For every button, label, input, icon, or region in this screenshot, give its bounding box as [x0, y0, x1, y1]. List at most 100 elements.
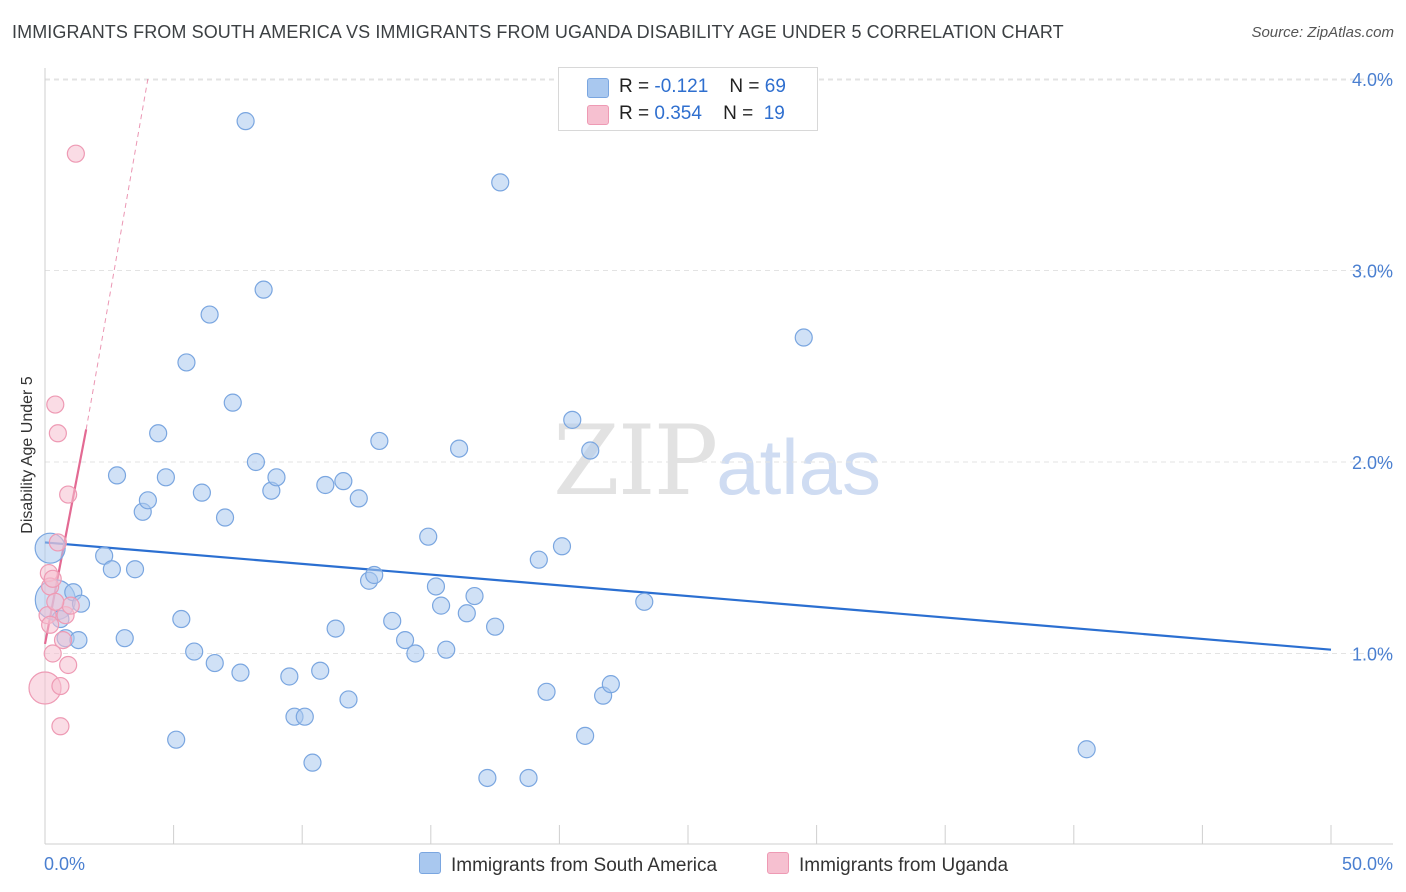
point-south-america — [552, 537, 572, 556]
point-south-america — [581, 441, 600, 460]
point-south-america — [635, 592, 654, 611]
point-south-america — [334, 472, 353, 491]
point-south-america — [167, 730, 186, 749]
point-south-america — [383, 611, 402, 631]
y-tick-label: 4.0% — [1352, 70, 1393, 90]
point-south-america — [215, 508, 235, 527]
point-south-america — [231, 663, 250, 682]
legend-n-value-south-america: 69 — [764, 76, 786, 97]
point-south-america — [156, 468, 175, 487]
point-south-america — [519, 768, 538, 788]
point-south-america — [465, 586, 484, 606]
point-south-america — [280, 667, 299, 686]
point-south-america — [457, 604, 476, 623]
point-south-america — [794, 328, 813, 347]
point-south-america — [200, 305, 219, 324]
point-uganda — [41, 615, 60, 634]
y-tick-label: 1.0% — [1352, 645, 1393, 665]
bottom-legend-label-south-america: Immigrants from South America — [451, 855, 718, 876]
point-south-america — [419, 527, 438, 546]
point-south-america — [303, 753, 322, 772]
point-south-america — [486, 617, 505, 636]
point-south-america — [491, 173, 510, 192]
point-south-america — [537, 682, 556, 701]
point-uganda — [51, 717, 70, 736]
y-tick-label: 2.0% — [1352, 453, 1393, 473]
legend-n-value-uganda: 19 — [763, 103, 785, 124]
points-uganda — [28, 144, 85, 736]
trend-line-south-america — [44, 541, 1332, 651]
grid-lines — [45, 78, 1393, 654]
source-credit: Source: ZipAtlas.com — [1251, 24, 1394, 41]
point-south-america — [395, 630, 415, 650]
point-south-america — [172, 609, 191, 629]
bottom-legend-swatch-uganda — [767, 852, 789, 874]
point-south-america — [295, 707, 314, 726]
bottom-legend-uganda: Immigrants from Uganda — [767, 852, 1008, 877]
axes — [44, 68, 1393, 845]
point-south-america — [177, 353, 196, 372]
legend-swatch-uganda — [587, 105, 609, 125]
point-south-america — [138, 491, 157, 510]
trend-line-uganda-extended — [85, 78, 149, 430]
point-uganda — [48, 533, 67, 552]
correlation-legend: R = -0.121 N = 69 R = 0.354 N = 19 — [558, 67, 818, 131]
point-south-america — [125, 560, 145, 579]
watermark-atlas: atlas — [716, 423, 881, 511]
watermark-zip: ZIP — [553, 405, 718, 517]
point-south-america — [406, 644, 425, 663]
point-uganda — [46, 395, 65, 414]
point-uganda — [48, 424, 67, 443]
bottom-legend-south-america: Immigrants from South America — [419, 852, 717, 877]
legend-r-label: R = — [619, 103, 650, 124]
point-uganda — [59, 655, 78, 675]
legend-swatch-south-america — [587, 78, 609, 98]
point-south-america — [236, 112, 255, 131]
point-south-america — [115, 629, 134, 648]
point-uganda — [43, 569, 62, 588]
point-south-america — [69, 630, 88, 650]
point-south-america — [365, 565, 384, 585]
legend-r-value-south-america: -0.121 — [654, 76, 709, 97]
point-south-america — [601, 675, 620, 694]
tick-labels: 1.0% 2.0% 3.0% 4.0% 0.0% 50.0% — [44, 70, 1393, 874]
point-south-america — [149, 424, 168, 443]
point-south-america — [192, 483, 211, 502]
legend-n-label: N = — [729, 76, 760, 97]
watermark: ZIPatlas — [553, 405, 881, 517]
point-uganda — [66, 144, 85, 163]
point-south-america — [102, 560, 121, 579]
x-tick-label-min: 0.0% — [44, 854, 85, 874]
point-south-america — [1077, 740, 1096, 759]
point-south-america — [576, 726, 595, 745]
point-south-america — [426, 577, 446, 596]
point-south-america — [349, 489, 368, 508]
point-south-america — [311, 661, 330, 680]
point-south-america — [95, 546, 114, 565]
point-south-america — [339, 690, 358, 709]
point-south-america — [529, 550, 548, 569]
point-uganda — [51, 676, 70, 696]
point-uganda — [43, 644, 62, 663]
point-uganda — [46, 592, 65, 611]
point-uganda — [59, 485, 78, 504]
point-south-america — [254, 280, 273, 299]
point-south-america — [205, 653, 224, 673]
points-south-america — [34, 112, 1096, 788]
y-tick-label: 3.0% — [1352, 262, 1393, 282]
bottom-legend-label-uganda: Immigrants from Uganda — [799, 855, 1009, 876]
legend-n-label: N = — [723, 103, 754, 124]
point-south-america — [431, 596, 451, 615]
point-south-america — [370, 431, 389, 451]
chart-title: IMMIGRANTS FROM SOUTH AMERICA VS IMMIGRA… — [12, 22, 1064, 42]
point-uganda — [61, 596, 80, 615]
point-south-america — [223, 393, 242, 412]
point-south-america — [449, 439, 469, 458]
x-tick-label-max: 50.0% — [1342, 854, 1393, 874]
point-south-america — [107, 466, 127, 485]
point-south-america — [185, 642, 204, 661]
point-south-america — [478, 768, 497, 788]
legend-r-label: R = — [619, 76, 650, 97]
point-south-america — [246, 452, 266, 472]
